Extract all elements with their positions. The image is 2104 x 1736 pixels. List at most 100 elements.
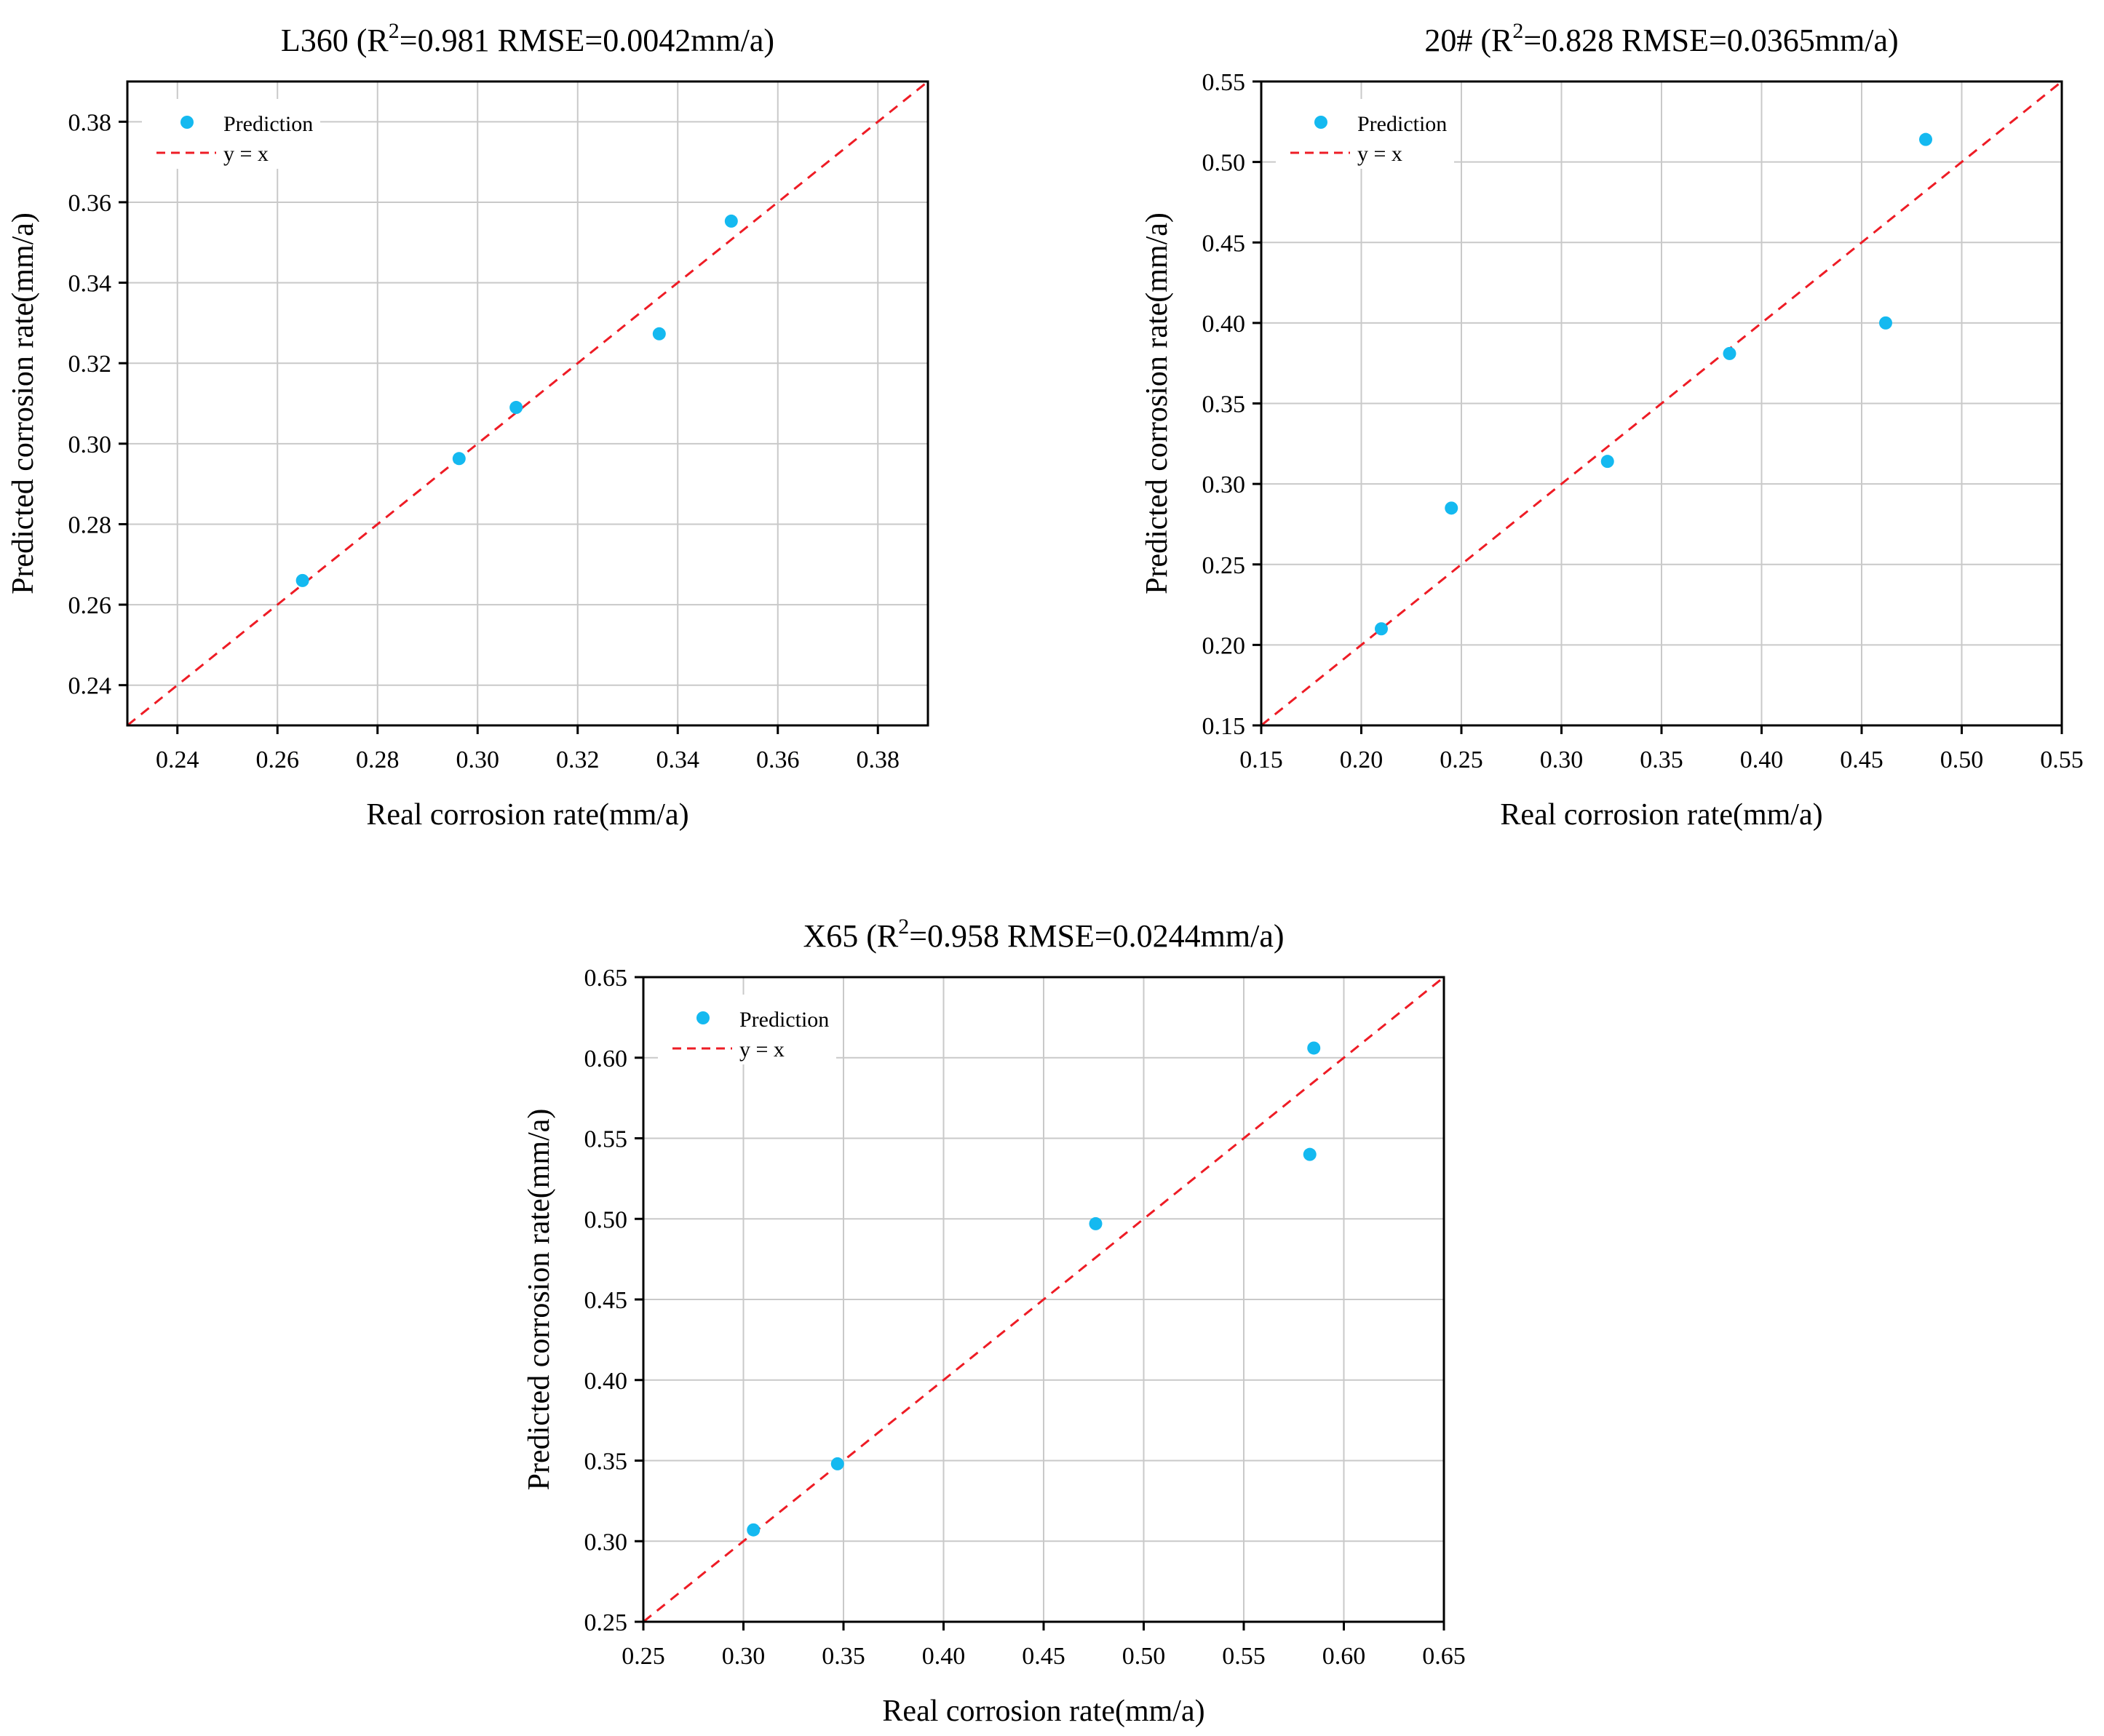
prediction-point [295,573,309,587]
legend: Prediction y = x [1276,99,1454,169]
x-tick-label: 0.30 [456,746,500,773]
y-tick-label: 0.50 [1202,150,1246,177]
chart-title-rest: =0.958 RMSE=0.0244mm/a) [909,918,1284,954]
chart-title-superscript: 2 [898,915,909,939]
x-tick-label: 0.34 [656,746,700,773]
reference-line-y-equals-x [1261,80,2063,727]
prediction-point [1375,622,1388,636]
y-tick-label: 0.35 [584,1449,628,1476]
x-tick-label: 0.30 [722,1643,766,1670]
y-tick-label: 0.35 [1202,391,1246,418]
legend-background [658,995,836,1064]
prediction-point [652,327,666,341]
prediction-point [509,401,523,415]
prediction-point [452,452,466,466]
y-tick-label: 0.65 [584,965,628,992]
chart-title: X65 (R2=0.958 RMSE=0.0244mm/a) [803,915,1284,954]
y-tick-label: 0.30 [1202,471,1246,498]
y-tick-label: 0.34 [68,271,112,298]
y-axis-label: Predicted corrosion rate(mm/a) [523,1109,556,1491]
chart-title: L360 (R2=0.981 RMSE=0.0042mm/a) [281,19,774,58]
legend-marker-prediction [1314,116,1327,129]
prediction-point [830,1457,844,1470]
legend-marker-prediction [696,1011,710,1024]
x-tick-label: 0.24 [156,746,199,773]
prediction-point [1879,316,1892,330]
x-tick-label: 0.15 [1239,746,1283,773]
x-tick-label: 0.25 [1440,746,1483,773]
legend-label-reference: y = x [739,1038,785,1062]
y-tick-label: 0.40 [1202,311,1246,338]
legend-background [1276,99,1454,169]
x-tick-label: 0.45 [1022,1643,1065,1670]
prediction-point [1445,501,1458,515]
legend: Prediction y = x [658,995,836,1064]
y-tick-label: 0.24 [68,673,112,700]
x-tick-label: 0.65 [1422,1643,1466,1670]
chart-title: 20# (R2=0.828 RMSE=0.0365mm/a) [1424,19,1898,58]
prediction-point [747,1523,761,1537]
y-tick-label: 0.30 [68,431,112,458]
prediction-point [1919,132,1932,146]
x-tick-label: 0.40 [922,1643,966,1670]
y-tick-label: 0.60 [584,1046,628,1072]
x-tick-label: 0.36 [756,746,800,773]
x-tick-label: 0.20 [1340,746,1384,773]
legend: Prediction y = x [142,99,320,169]
prediction-point [1089,1217,1103,1230]
x-tick-label: 0.55 [1222,1643,1266,1670]
legend-label-reference: y = x [1357,142,1402,166]
x-axis-label: Real corrosion rate(mm/a) [882,1695,1204,1728]
y-tick-label: 0.45 [584,1287,628,1314]
prediction-point [1600,455,1614,469]
y-tick-label: 0.30 [584,1529,628,1556]
y-tick-label: 0.25 [1202,552,1246,579]
x-tick-label: 0.26 [256,746,300,773]
grid [127,81,928,725]
legend-marker-prediction [180,116,194,129]
chart-title-rest: =0.828 RMSE=0.0365mm/a) [1523,23,1898,58]
x-tick-label: 0.60 [1322,1643,1366,1670]
chart-title-main: 20# (R [1424,23,1513,58]
y-tick-label: 0.55 [1202,69,1246,96]
x-axis-label: Real corrosion rate(mm/a) [1500,798,1822,832]
reference-line-y-equals-x [127,80,929,727]
y-tick-label: 0.40 [584,1368,628,1395]
chart-title-main: X65 (R [803,918,898,954]
plot-frame [126,80,929,727]
x-tick-label: 0.38 [857,746,900,773]
chart-title-main: L360 (R [281,23,389,58]
prediction-point [1307,1041,1321,1055]
y-axis-label: Predicted corrosion rate(mm/a) [7,212,40,594]
x-tick-label: 0.35 [822,1643,865,1670]
x-tick-label: 0.30 [1540,746,1584,773]
y-tick-label: 0.25 [584,1609,628,1636]
x-tick-label: 0.25 [622,1643,665,1670]
x-tick-label: 0.40 [1740,746,1784,773]
chart-title-rest: =0.981 RMSE=0.0042mm/a) [400,23,774,58]
y-tick-label: 0.26 [68,592,112,619]
chart-panel-l360: 0.24 0.26 0.28 0.30 0.32 0.34 0.36 0.38 0.24 0.26… [7,19,929,832]
y-tick-label: 0.28 [68,511,112,538]
legend-label-prediction: Prediction [739,1008,829,1032]
chart-panel-x65: 0.25 0.30 0.35 0.40 0.45 0.50 0.55 0.60 0.65 0.25… [523,915,1466,1728]
legend-label-reference: y = x [223,142,269,166]
x-tick-label: 0.50 [1122,1643,1166,1670]
prediction-point [1303,1147,1317,1161]
x-tick-label: 0.50 [1940,746,1984,773]
y-tick-label: 0.20 [1202,632,1246,659]
chart-title-superscript: 2 [389,19,400,43]
x-tick-label: 0.45 [1840,746,1883,773]
y-tick-label: 0.38 [68,109,112,136]
x-tick-label: 0.32 [556,746,600,773]
y-tick-label: 0.36 [68,190,112,217]
legend-label-prediction: Prediction [223,112,313,136]
x-tick-label: 0.55 [2040,746,2084,773]
reference-line-y-equals-x [643,976,1445,1623]
y-tick-label: 0.55 [584,1126,628,1153]
prediction-point [1723,346,1736,360]
chart-panel-20: 0.15 0.20 0.25 0.30 0.35 0.40 0.45 0.50 0.55 0.15… [1140,19,2084,832]
y-axis-label: Predicted corrosion rate(mm/a) [1140,212,1174,594]
y-tick-label: 0.45 [1202,230,1246,257]
